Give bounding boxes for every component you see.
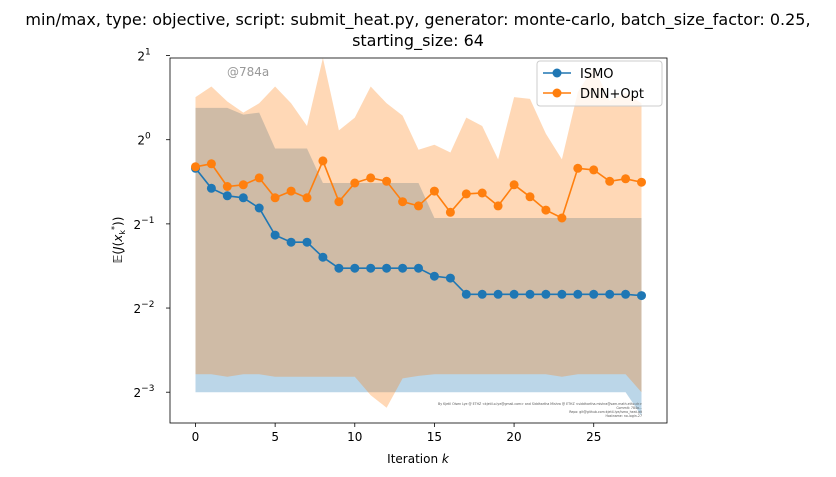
dnn-opt-point: [318, 156, 328, 166]
dnn-opt-point: [366, 173, 376, 183]
credits-text: By Kjetil Olsen Lye @ ETHZ <kjetil.o.lye…: [438, 402, 643, 418]
x-tick-label: 25: [586, 430, 601, 444]
ismo-point: [605, 289, 615, 299]
dnn-opt-point: [414, 201, 423, 211]
chart-title-line-1: min/max, type: objective, script: submit…: [25, 10, 810, 30]
ismo-point: [445, 273, 455, 283]
dnn-opt-point: [382, 176, 392, 186]
dnn-opt-point: [621, 174, 631, 184]
ismo-point: [461, 289, 471, 299]
dnn-opt-point: [222, 182, 232, 191]
dnn-opt-band: [195, 58, 642, 408]
ismo-band: [195, 107, 642, 416]
ismo-point: [302, 237, 312, 247]
ismo-point: [398, 263, 408, 273]
ismo-point: [573, 289, 583, 299]
dnn-opt-point: [302, 193, 312, 203]
ismo-point: [366, 263, 376, 273]
dnn-opt-point: [206, 159, 216, 169]
credits-line: Commit: 784a...: [616, 406, 642, 410]
y-axis-label: 𝔼(J(xk*)): [110, 217, 127, 264]
dnn-opt-point: [573, 163, 583, 173]
ismo-point: [429, 271, 439, 281]
ismo-point: [286, 237, 296, 247]
ismo-point: [350, 263, 360, 273]
y-axis-ticks: 2−3 2−2 2−1 20 21: [134, 48, 170, 400]
chart-title-line-2: starting_size: 64: [352, 31, 484, 51]
x-tick-label: 5: [271, 430, 279, 444]
ismo-point: [206, 183, 216, 193]
legend-marker-dnn-opt: [552, 88, 562, 98]
dnn-opt-point: [334, 197, 344, 207]
legend-label-dnn-opt: DNN+Opt: [580, 87, 644, 102]
dnn-opt-point: [509, 180, 519, 190]
legend-label-ismo: ISMO: [580, 67, 614, 82]
dnn-opt-point: [493, 201, 503, 211]
ismo-point: [318, 252, 328, 262]
dnn-opt-point: [525, 192, 535, 202]
confidence-bands: [195, 58, 642, 416]
ismo-point: [525, 289, 535, 299]
ismo-point: [621, 289, 631, 299]
x-tick-label: 20: [506, 430, 521, 444]
ismo-point: [414, 263, 423, 273]
x-tick-label: 10: [347, 430, 362, 444]
ismo-point: [254, 203, 264, 213]
x-tick-label: 0: [192, 430, 200, 444]
dnn-opt-point: [637, 177, 646, 187]
dnn-opt-point: [541, 205, 551, 215]
dnn-opt-point: [398, 197, 408, 207]
ismo-point: [589, 289, 599, 299]
dnn-opt-point: [191, 162, 200, 172]
dnn-opt-point: [477, 188, 487, 198]
x-tick-label: 15: [427, 430, 442, 444]
ismo-point: [238, 193, 248, 203]
dnn-opt-point: [605, 176, 615, 186]
ismo-point: [222, 191, 232, 201]
plot-annotation: @784a: [227, 65, 269, 79]
ismo-point: [270, 230, 280, 240]
ismo-point: [509, 289, 519, 299]
dnn-opt-point: [557, 213, 567, 223]
dnn-opt-point: [589, 165, 599, 175]
dnn-opt-point: [254, 173, 264, 183]
dnn-opt-point: [238, 180, 248, 190]
y-tick-label: 2−2: [134, 300, 155, 316]
y-tick-label: 20: [137, 132, 151, 148]
ismo-point: [334, 263, 344, 273]
y-tick-label: 2−3: [134, 384, 155, 400]
plot-frame: [169, 57, 668, 424]
legend-marker-ismo: [552, 68, 562, 78]
dnn-opt-point: [270, 193, 280, 203]
ismo-point: [557, 289, 567, 299]
ismo-point: [382, 263, 392, 273]
credits-line: By Kjetil Olsen Lye @ ETHZ <kjetil.o.lye…: [438, 402, 642, 406]
x-axis-label: Iteration k: [387, 452, 450, 466]
ismo-point: [477, 289, 487, 299]
ismo-point: [541, 289, 551, 299]
dnn-opt-point: [350, 178, 360, 188]
dnn-opt-point: [445, 207, 455, 217]
dnn-opt-point: [286, 186, 296, 196]
y-tick-label: 2−1: [134, 216, 155, 232]
ismo-point: [637, 291, 646, 301]
ismo-point: [493, 289, 503, 299]
x-axis-ticks: 0 5 10 15 20 25: [192, 423, 601, 444]
legend: ISMO DNN+Opt: [536, 60, 663, 107]
credits-line: Repo: git@github.com:kjetil-lye/ismo_hea…: [569, 410, 643, 414]
dnn-opt-point: [429, 186, 439, 196]
dnn-opt-point: [461, 189, 471, 199]
series-points: [191, 156, 646, 301]
credits-line: Hostname: no-login-27: [605, 414, 642, 418]
y-tick-label: 21: [137, 48, 150, 64]
